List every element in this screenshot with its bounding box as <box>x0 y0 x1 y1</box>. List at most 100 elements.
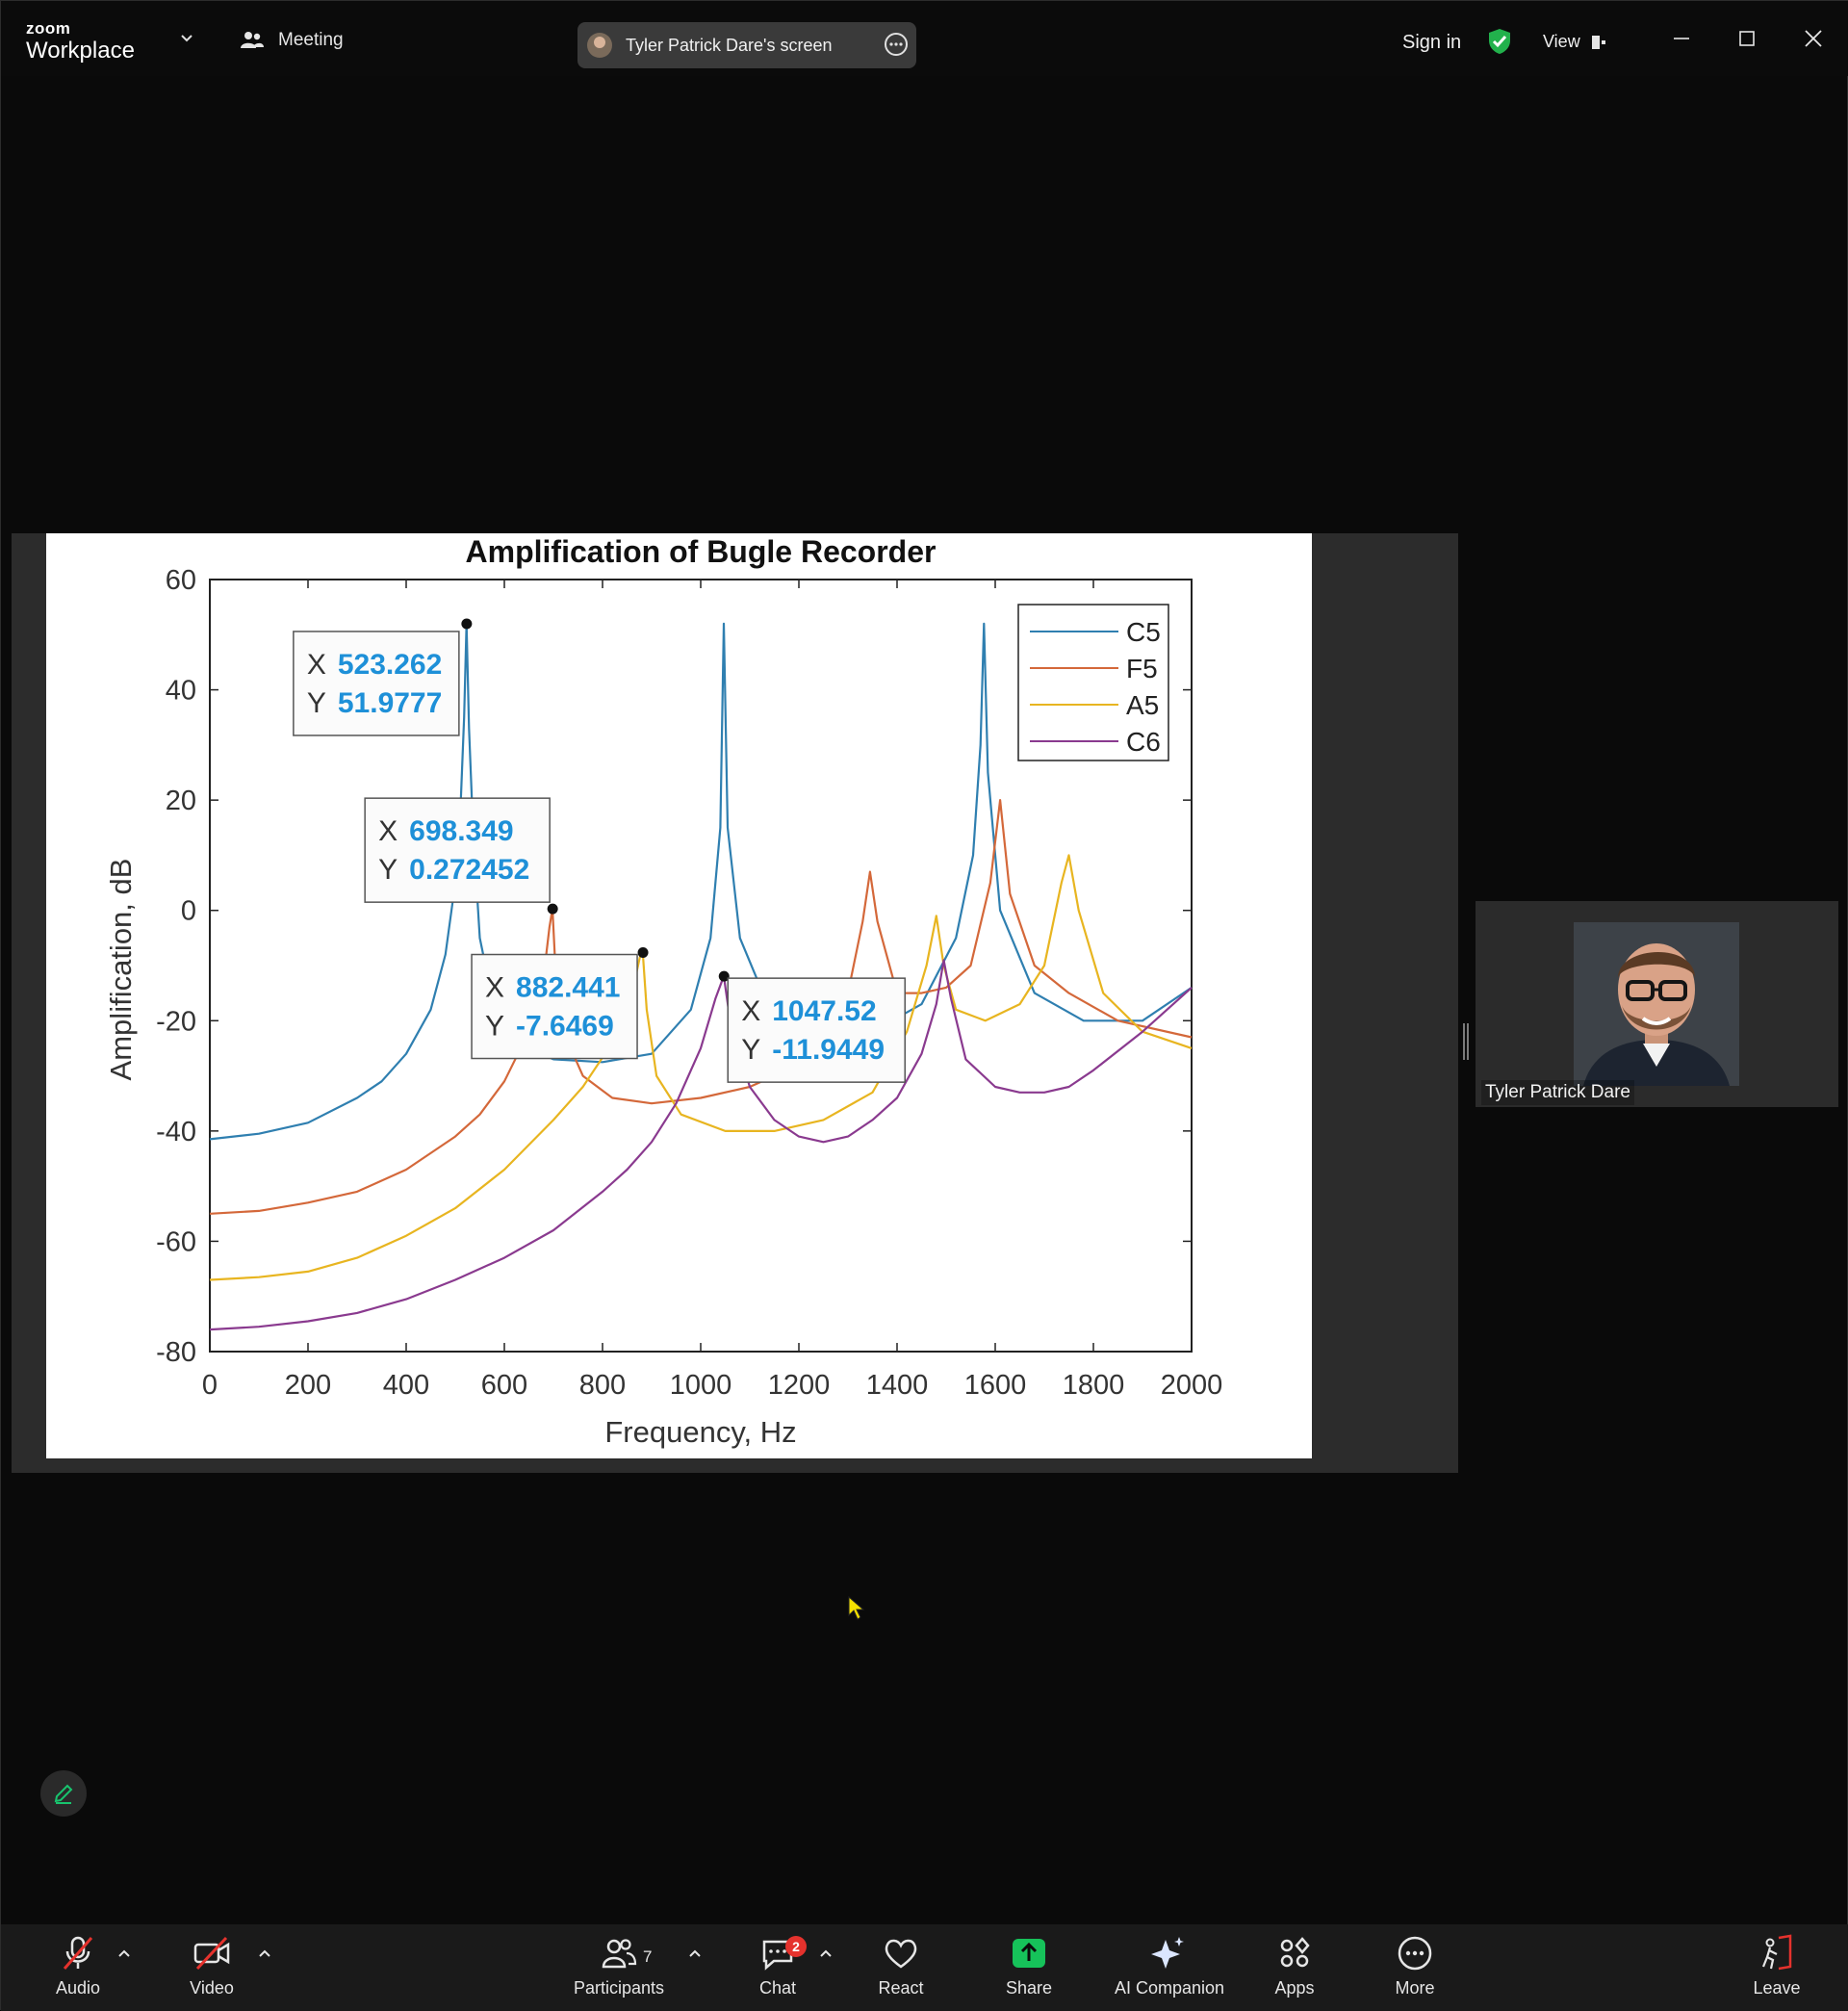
datatip-y-label: Y <box>378 854 398 886</box>
x-tick-label: 1600 <box>964 1370 1027 1401</box>
datatip-y-label: Y <box>307 687 326 719</box>
video-label: Video <box>190 1978 234 1998</box>
x-tick-label: 200 <box>285 1370 331 1401</box>
chart-svg: 0 200 400 600 800 1000 1200 1400 1600 1800 2000604… <box>104 534 1223 1449</box>
chevron-down-icon[interactable] <box>180 34 193 43</box>
video-options-caret[interactable] <box>257 1947 272 1959</box>
apps-icon <box>1280 1937 1310 1968</box>
more-label: More <box>1395 1978 1435 1998</box>
view-icon <box>1591 35 1605 49</box>
y-tick-label: 40 <box>166 676 196 707</box>
y-tick-label: 60 <box>166 565 196 596</box>
datatip-box <box>727 977 906 1083</box>
datatip-y-value: -7.6469 <box>516 1011 614 1043</box>
datatip-x-value: 882.441 <box>516 972 620 1004</box>
react-button[interactable]: React <box>848 1934 954 2007</box>
more-icon[interactable] <box>884 32 909 57</box>
datatip-x-value: 523.262 <box>338 649 442 681</box>
x-tick-label: 0 <box>202 1370 218 1401</box>
series-line-A5 <box>209 854 1193 1281</box>
datatip-x-value: 698.349 <box>409 815 513 847</box>
logo-zoom-text: zoom <box>26 19 71 38</box>
audio-label: Audio <box>55 1978 101 1998</box>
panel-splitter-handle[interactable] <box>1463 1023 1469 1060</box>
participants-button[interactable]: Participants <box>566 1934 672 2007</box>
more-button[interactable]: More <box>1362 1934 1468 2007</box>
shared-screen-pill[interactable]: Tyler Patrick Dare's screen <box>578 22 916 68</box>
datatip-y-label: Y <box>741 1034 760 1066</box>
apps-button[interactable]: Apps <box>1242 1934 1348 2007</box>
y-tick-label: 0 <box>181 896 196 927</box>
view-button[interactable]: View <box>1543 32 1607 52</box>
y-tick-label: -60 <box>156 1226 196 1257</box>
y-tick-label: -80 <box>156 1337 196 1368</box>
audio-button[interactable]: Audio <box>25 1934 131 2007</box>
title-bar: zoom Workplace Meeting Tyler Patrick Dar… <box>1 1 1848 76</box>
leave-button[interactable]: Leave <box>1724 1934 1830 2007</box>
datatip-box <box>471 953 638 1060</box>
shared-screen-label: Tyler Patrick Dare's screen <box>626 35 833 55</box>
share-button[interactable]: Share <box>976 1934 1082 2007</box>
minimize-icon[interactable] <box>1671 28 1692 49</box>
y-tick-label: -20 <box>156 1006 196 1037</box>
x-tick-label: 1800 <box>1063 1370 1125 1401</box>
participant-video-tile[interactable]: Tyler Patrick Dare <box>1476 901 1838 1107</box>
chat-button[interactable]: Chat <box>725 1934 831 2007</box>
participant-name: Tyler Patrick Dare <box>1481 1080 1634 1105</box>
ai-companion-button[interactable]: AI Companion <box>1115 1934 1225 2007</box>
chat-unread-badge: 2 <box>785 1936 807 1957</box>
heart-icon <box>885 1939 917 1969</box>
x-tick-label: 2000 <box>1161 1370 1223 1401</box>
y-axis-label: Amplification, dB <box>104 859 138 1081</box>
legend-label-C6: C6 <box>1126 727 1161 757</box>
leave-label: Leave <box>1753 1978 1801 1998</box>
sign-in-link[interactable]: Sign in <box>1402 32 1462 53</box>
presenter-avatar <box>587 33 612 58</box>
x-tick-label: 400 <box>383 1370 429 1401</box>
datatip-x-label: X <box>485 972 504 1004</box>
series-line-C5 <box>209 622 1193 1141</box>
mic-muted-icon <box>63 1936 93 1970</box>
share-label: Share <box>1005 1978 1053 1998</box>
participants-icon <box>602 1939 637 1969</box>
legend-label-F5: F5 <box>1126 654 1158 683</box>
shield-icon[interactable] <box>1487 28 1512 55</box>
participants-label: Participants <box>573 1978 665 1998</box>
audio-options-caret[interactable] <box>116 1947 132 1959</box>
participants-options-caret[interactable] <box>687 1947 703 1959</box>
chat-options-caret[interactable] <box>818 1947 834 1959</box>
datatip-marker <box>718 970 730 982</box>
ai-companion-label: AI Companion <box>1115 1978 1225 1998</box>
maximize-icon[interactable] <box>1736 28 1758 49</box>
x-tick-label: 1000 <box>670 1370 732 1401</box>
participants-count: 7 <box>643 1947 653 1966</box>
x-tick-label: 1400 <box>866 1370 929 1401</box>
react-label: React <box>878 1978 924 1998</box>
logo-workplace-text: Workplace <box>26 38 135 64</box>
participants-icon <box>241 32 264 48</box>
meeting-info-button[interactable]: Meeting <box>240 30 344 51</box>
ellipsis-icon <box>1398 1936 1432 1971</box>
datatip-marker <box>461 618 473 630</box>
meeting-toolbar: Audio Video Participants 7 <box>1 1924 1848 2011</box>
shared-chart: 0 200 400 600 800 1000 1200 1400 1600 1800 2000 60 4… <box>46 533 1312 1458</box>
video-button[interactable]: Video <box>159 1934 265 2007</box>
view-label: View <box>1543 32 1580 51</box>
datatip-y-value: -11.9449 <box>772 1034 885 1066</box>
x-tick-label: 800 <box>579 1370 626 1401</box>
close-icon[interactable] <box>1803 28 1824 49</box>
x-tick-label: 1200 <box>768 1370 831 1401</box>
pencil-icon <box>54 1784 73 1804</box>
leave-icon <box>1761 1934 1792 1971</box>
apps-label: Apps <box>1274 1978 1315 1998</box>
datatip-marker <box>547 903 558 915</box>
y-tick-label: -40 <box>156 1117 196 1147</box>
legend-label-A5: A5 <box>1126 690 1159 720</box>
chart-title: Amplification of Bugle Recorder <box>466 534 937 569</box>
participant-video <box>1574 922 1739 1086</box>
annotate-button[interactable] <box>40 1770 87 1817</box>
sparkle-icon <box>1151 1937 1184 1969</box>
datatip-x-value: 1047.52 <box>772 995 876 1027</box>
share-up-icon <box>1013 1939 1045 1968</box>
